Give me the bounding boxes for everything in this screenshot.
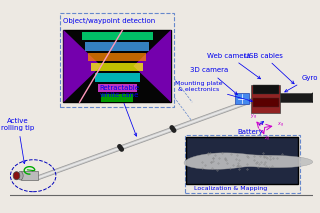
FancyBboxPatch shape bbox=[280, 93, 313, 102]
FancyBboxPatch shape bbox=[63, 30, 171, 102]
Polygon shape bbox=[95, 73, 140, 82]
Polygon shape bbox=[92, 63, 143, 71]
Polygon shape bbox=[82, 32, 153, 40]
Ellipse shape bbox=[13, 172, 20, 180]
FancyBboxPatch shape bbox=[253, 98, 279, 106]
Polygon shape bbox=[88, 53, 146, 61]
Polygon shape bbox=[133, 30, 171, 102]
Text: Mounting plate
& electronics: Mounting plate & electronics bbox=[174, 81, 252, 102]
FancyBboxPatch shape bbox=[21, 171, 38, 180]
Text: Localization & Mapping: Localization & Mapping bbox=[194, 186, 267, 191]
FancyBboxPatch shape bbox=[251, 85, 280, 113]
Ellipse shape bbox=[18, 171, 23, 180]
FancyBboxPatch shape bbox=[235, 93, 249, 104]
FancyBboxPatch shape bbox=[186, 137, 298, 184]
Polygon shape bbox=[85, 42, 149, 50]
Text: $z_g$: $z_g$ bbox=[264, 135, 271, 144]
Text: $x_g$: $x_g$ bbox=[277, 121, 284, 130]
Text: Gyro: Gyro bbox=[285, 75, 318, 92]
Polygon shape bbox=[184, 153, 313, 169]
Text: 3D camera: 3D camera bbox=[190, 68, 237, 95]
Polygon shape bbox=[98, 84, 137, 92]
Text: Retractable
white cane: Retractable white cane bbox=[100, 85, 140, 136]
Text: Object/waypoint detection: Object/waypoint detection bbox=[63, 19, 156, 24]
Text: Active
rolling tip: Active rolling tip bbox=[1, 118, 35, 164]
Polygon shape bbox=[101, 94, 133, 102]
Text: USB cables: USB cables bbox=[244, 53, 294, 84]
Ellipse shape bbox=[311, 93, 316, 102]
Text: Web camera: Web camera bbox=[207, 53, 260, 79]
Text: $y_g$: $y_g$ bbox=[250, 113, 257, 122]
FancyBboxPatch shape bbox=[253, 85, 279, 94]
Polygon shape bbox=[63, 30, 101, 102]
Text: Battery: Battery bbox=[237, 121, 264, 135]
